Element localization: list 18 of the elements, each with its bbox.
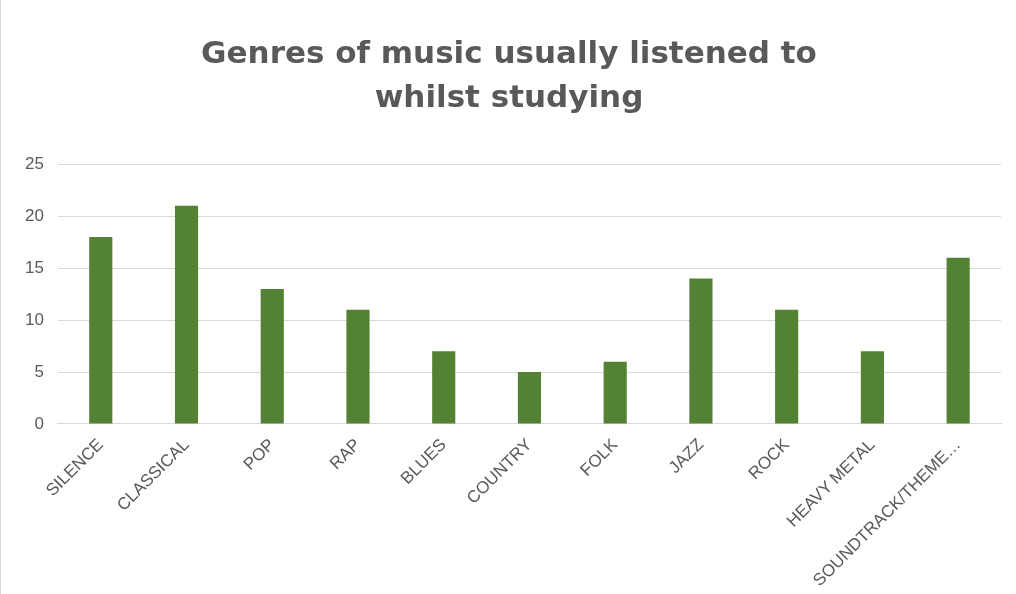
y-tick-label: 10 (24, 309, 44, 329)
bar (946, 257, 970, 424)
bar (432, 351, 456, 424)
y-tick-label: 20 (24, 205, 44, 225)
bar (260, 288, 284, 424)
chart-title: Genres of music usually listened to whilst studying (200, 33, 818, 116)
bar (860, 351, 884, 424)
y-tick-label: 0 (34, 413, 44, 433)
bar (89, 236, 113, 424)
y-tick-label: 25 (24, 153, 44, 173)
y-tick-label: 15 (24, 257, 44, 277)
bar (689, 278, 713, 424)
y-tick-label: 5 (34, 361, 44, 381)
bar (775, 309, 799, 424)
bar (603, 361, 627, 424)
bar (517, 372, 542, 424)
bar (346, 309, 370, 424)
bar (174, 205, 199, 424)
